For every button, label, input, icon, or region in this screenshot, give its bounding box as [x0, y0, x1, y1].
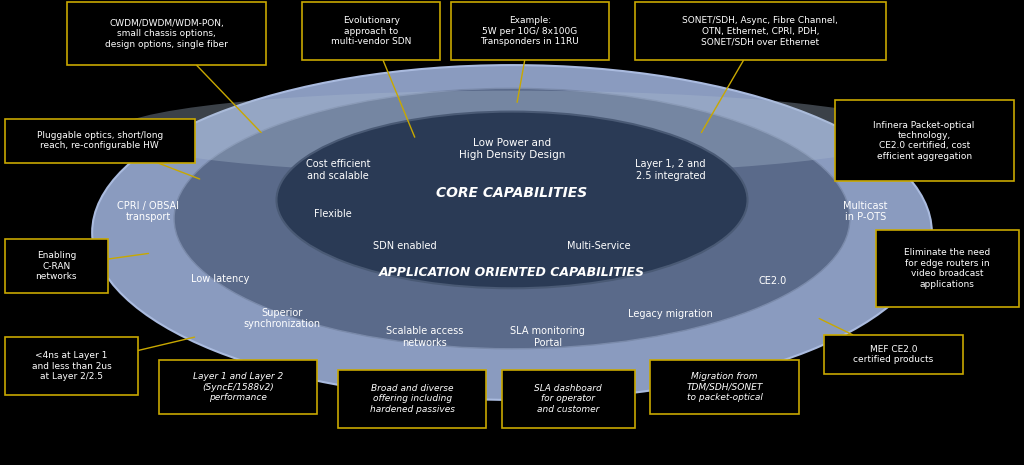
FancyBboxPatch shape	[67, 2, 266, 65]
Text: <4ns at Layer 1
and less than 2us
at Layer 2/2.5: <4ns at Layer 1 and less than 2us at Lay…	[32, 351, 112, 381]
FancyBboxPatch shape	[824, 335, 963, 374]
Text: Legacy migration: Legacy migration	[629, 309, 713, 319]
Text: Layer 1, 2 and
2.5 integrated: Layer 1, 2 and 2.5 integrated	[636, 159, 706, 180]
FancyBboxPatch shape	[876, 230, 1019, 307]
Text: Multicast
in P-OTS: Multicast in P-OTS	[843, 201, 888, 222]
Text: Multi-Service: Multi-Service	[567, 241, 631, 252]
Text: Low Power and
High Density Design: Low Power and High Density Design	[459, 138, 565, 159]
FancyBboxPatch shape	[5, 337, 138, 395]
Text: Low latency: Low latency	[190, 274, 250, 284]
Text: Pluggable optics, short/long
reach, re-configurable HW: Pluggable optics, short/long reach, re-c…	[37, 131, 163, 150]
Ellipse shape	[174, 88, 850, 349]
Text: Layer 1 and Layer 2
(SyncE/1588v2)
performance: Layer 1 and Layer 2 (SyncE/1588v2) perfo…	[193, 372, 284, 402]
FancyBboxPatch shape	[5, 119, 195, 163]
Text: Evolutionary
approach to
multi-vendor SDN: Evolutionary approach to multi-vendor SD…	[331, 16, 412, 46]
Text: MEF CE2.0
certified products: MEF CE2.0 certified products	[853, 345, 934, 364]
Ellipse shape	[113, 91, 911, 174]
Text: CPRI / OBSAI
transport: CPRI / OBSAI transport	[118, 201, 179, 222]
Text: SLA dashboard
for operator
and customer: SLA dashboard for operator and customer	[535, 384, 602, 414]
Text: Eliminate the need
for edge routers in
video broadcast
applications: Eliminate the need for edge routers in v…	[904, 248, 990, 289]
FancyBboxPatch shape	[835, 100, 1014, 181]
FancyBboxPatch shape	[451, 2, 609, 60]
Text: CWDM/DWDM/WDM-PON,
small chassis options,
design options, single fiber: CWDM/DWDM/WDM-PON, small chassis options…	[105, 19, 227, 49]
Text: APPLICATION ORIENTED CAPABILITIES: APPLICATION ORIENTED CAPABILITIES	[379, 266, 645, 279]
FancyBboxPatch shape	[635, 2, 886, 60]
Text: Broad and diverse
offering including
hardened passives: Broad and diverse offering including har…	[370, 384, 455, 414]
Text: Example:
5W per 10G/ 8x100G
Transponders in 11RU: Example: 5W per 10G/ 8x100G Transponders…	[480, 16, 580, 46]
Text: Cost efficient
and scalable: Cost efficient and scalable	[306, 159, 370, 180]
Text: Migration from
TDM/SDH/SONET
to packet-optical: Migration from TDM/SDH/SONET to packet-o…	[686, 372, 763, 402]
Ellipse shape	[92, 65, 932, 400]
Text: SDN enabled: SDN enabled	[373, 241, 436, 252]
FancyBboxPatch shape	[650, 360, 799, 414]
Text: Superior
synchronization: Superior synchronization	[243, 308, 321, 329]
Text: Flexible: Flexible	[314, 209, 351, 219]
Text: Scalable access
networks: Scalable access networks	[386, 326, 464, 348]
FancyBboxPatch shape	[502, 370, 635, 428]
FancyBboxPatch shape	[338, 370, 486, 428]
Text: Infinera Packet-optical
technology,
CE2.0 certified, cost
efficient aggregation: Infinera Packet-optical technology, CE2.…	[873, 120, 975, 161]
Text: SONET/SDH, Async, Fibre Channel,
OTN, Ethernet, CPRI, PDH,
SONET/SDH over Ethern: SONET/SDH, Async, Fibre Channel, OTN, Et…	[682, 16, 839, 46]
Ellipse shape	[276, 112, 748, 288]
FancyBboxPatch shape	[5, 239, 108, 293]
FancyBboxPatch shape	[159, 360, 317, 414]
FancyBboxPatch shape	[302, 2, 440, 60]
Text: CE2.0: CE2.0	[759, 276, 787, 286]
Text: CORE CAPABILITIES: CORE CAPABILITIES	[436, 186, 588, 200]
Text: SLA monitoring
Portal: SLA monitoring Portal	[510, 326, 586, 348]
Text: Enabling
C-RAN
networks: Enabling C-RAN networks	[36, 251, 77, 281]
